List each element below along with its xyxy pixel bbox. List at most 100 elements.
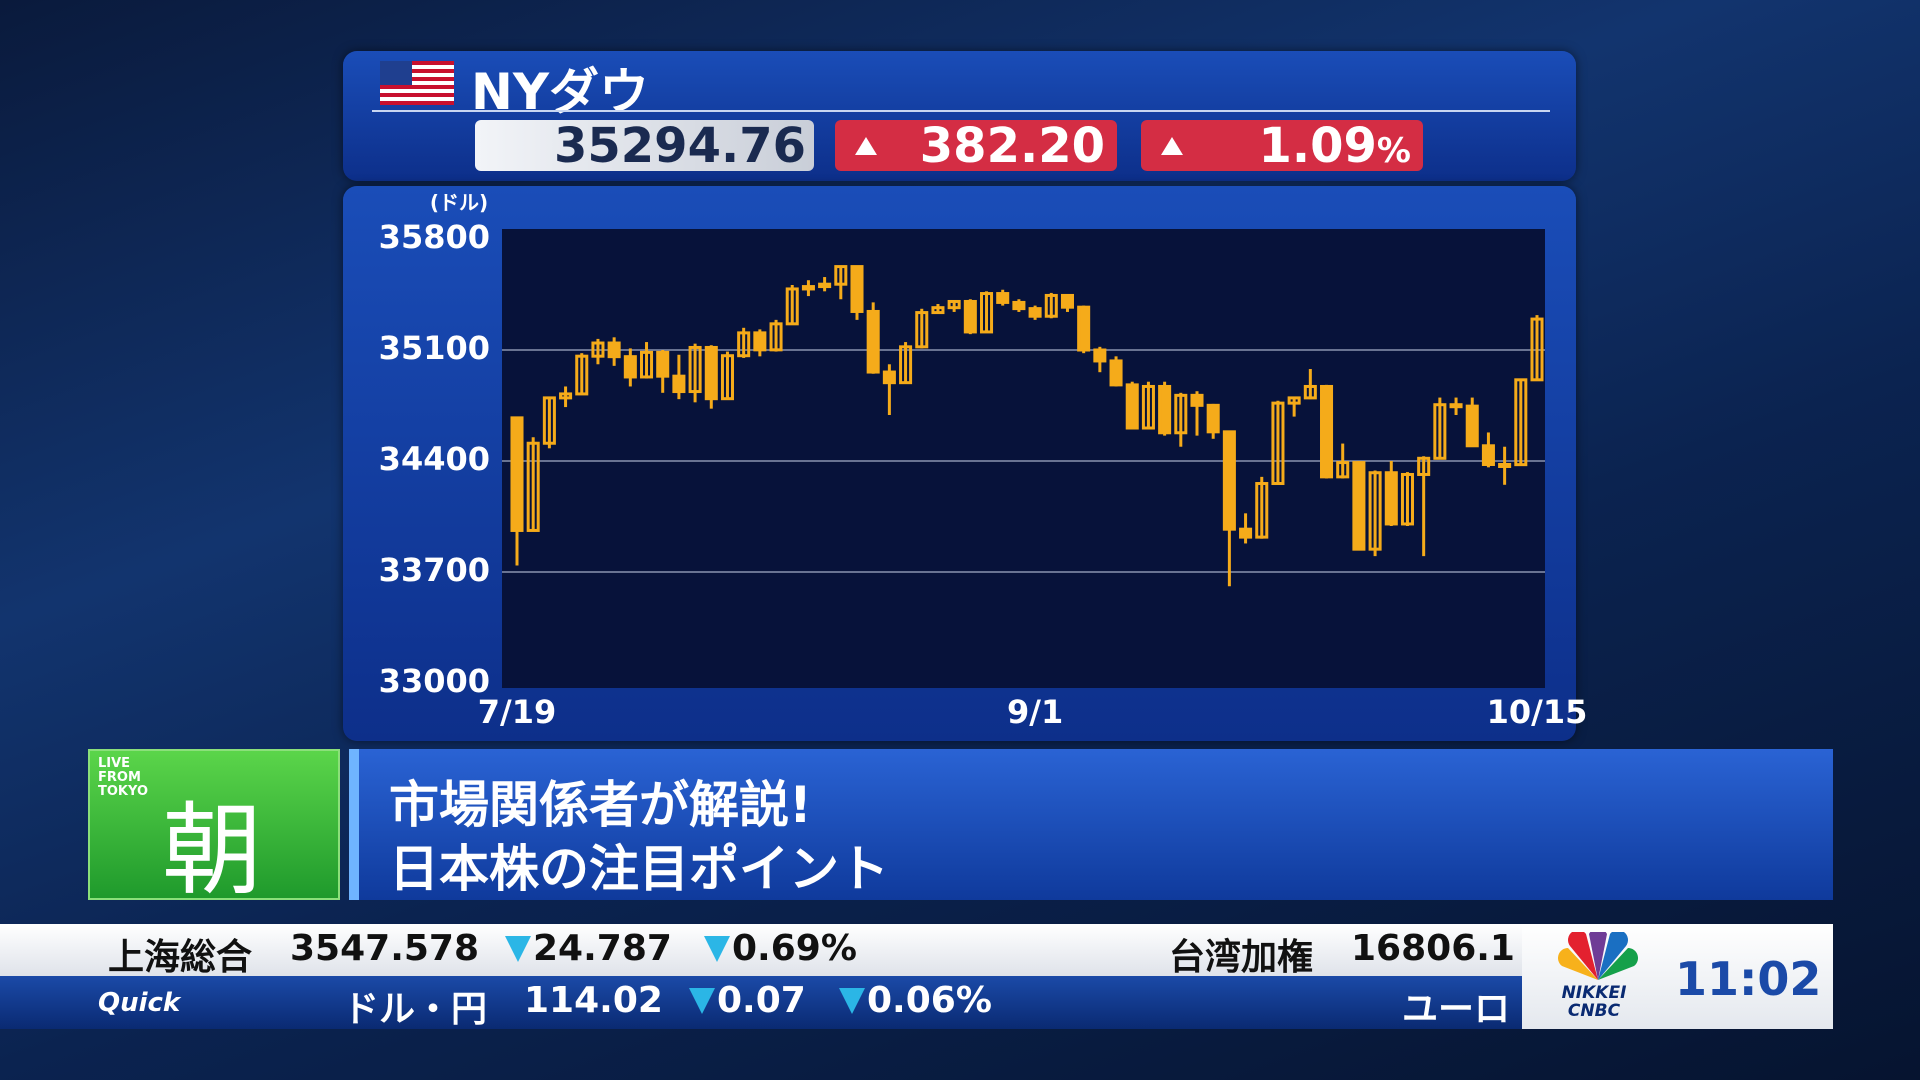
ticker-value: 114.02 [524,980,663,1021]
candle-body [1044,293,1058,318]
y-tick-label: 35100 [379,329,490,367]
candle-body [1190,393,1204,407]
candle-body [1498,462,1512,468]
candle-body [1417,456,1431,476]
ticker-source: Quick [98,988,181,1018]
y-tick-label: 33700 [379,551,490,589]
candle-body [1174,393,1188,435]
pct-box: 1.09% [1141,117,1423,174]
candle-body [1433,403,1447,460]
candle-body [818,282,832,289]
ticker-pct: 0.06% [839,980,992,1021]
candle-body [559,392,573,400]
price: 35294.76 [553,117,806,174]
price-box: 35294.76 [475,117,814,174]
candle-body [996,292,1010,304]
ticker-row-2 [0,976,1522,1029]
candle-body [607,341,621,359]
x-tick-label: 9/1 [1007,693,1063,731]
x-tick-label: 7/19 [478,693,556,731]
candle-body [688,345,702,394]
candle-body [1141,384,1155,430]
candle-body [1271,401,1285,486]
candle-body [672,374,686,394]
candle-body [1077,305,1091,352]
ticker-name: 上海総合 [108,937,253,978]
candle-body [1368,471,1382,551]
candle-body [1449,403,1463,409]
show-name: 朝 [162,792,262,909]
clock: 11:02 [1675,952,1822,1006]
candle-body [640,350,654,379]
candle-body [591,341,605,358]
logo-text: NIKKEI CNBC [1561,983,1627,1021]
ticker-change: 0.07 [689,980,806,1021]
ticker-row-1 [0,924,1522,976]
candle-body [1093,348,1107,363]
candle-body [882,370,896,385]
candle-body [1206,403,1220,434]
candle-body [542,396,556,445]
candle-body [899,345,913,385]
ticker-value: 3547.578 [290,928,480,969]
ticker-change-value: 0.07 [717,980,806,1021]
logo-box: NIKKEI CNBC 11:02 [1522,924,1833,1029]
candle-body [980,292,994,334]
candle-body [963,299,977,334]
candle-body [1336,461,1350,479]
candle-body [1255,482,1269,539]
change-box: 382.20 [835,117,1117,174]
candle-body [510,416,524,532]
down-arrow [505,935,531,962]
candle-body [704,345,718,401]
change: 382.20 [919,117,1105,174]
candle-body [575,354,589,396]
candle-body [834,265,848,286]
candle-body [1222,430,1236,531]
pct-unit: % [1376,130,1411,171]
y-unit: (ドル) [430,191,488,215]
ticker-value: 16806.1 [1351,928,1515,969]
candle-body [1320,384,1334,479]
down-arrow [839,987,865,1014]
candle-body [1352,461,1366,551]
headline-1: 市場関係者が解説! [389,776,812,834]
y-tick-label: 34400 [379,440,490,478]
candle-body [1287,396,1301,405]
ticker-name: 台湾加権 [1169,937,1314,978]
candle-body [850,265,864,313]
candle-body [1465,404,1479,448]
plot-area [502,229,1545,688]
candle-body [656,350,670,378]
candle-body [1012,300,1026,311]
candle-body [866,309,880,374]
x-tick-label: 10/15 [1487,693,1588,731]
ticker-pct: 0.69% [704,928,857,969]
candle-body [753,331,767,352]
candle-body [1303,384,1317,400]
candle-body [1530,317,1544,382]
candle-body [623,355,637,379]
ticker-change-value: 24.787 [533,928,672,969]
candle-body [1060,293,1074,309]
us-flag [380,61,454,105]
ticker-name: ドル・円 [343,989,488,1030]
candle-body [1109,359,1123,387]
candle-body [1125,383,1139,430]
candle-body [947,299,961,310]
candle-body [720,354,734,401]
candle-body [1028,307,1042,318]
candle-body [737,331,751,358]
ticker-pct-value: 0.69% [732,928,857,969]
candle-body [769,322,783,352]
live-label: LIVE FROM TOKYO [98,756,148,799]
candle-body [1514,378,1528,467]
candle-body [785,287,799,326]
ticker-name: ユーロ [1402,989,1511,1030]
ticker-change: 24.787 [505,928,672,969]
change-pct: 1.09 [1258,117,1377,174]
candle-body [915,311,929,349]
peacock-logo [1558,932,1638,980]
candle-body [801,285,815,291]
